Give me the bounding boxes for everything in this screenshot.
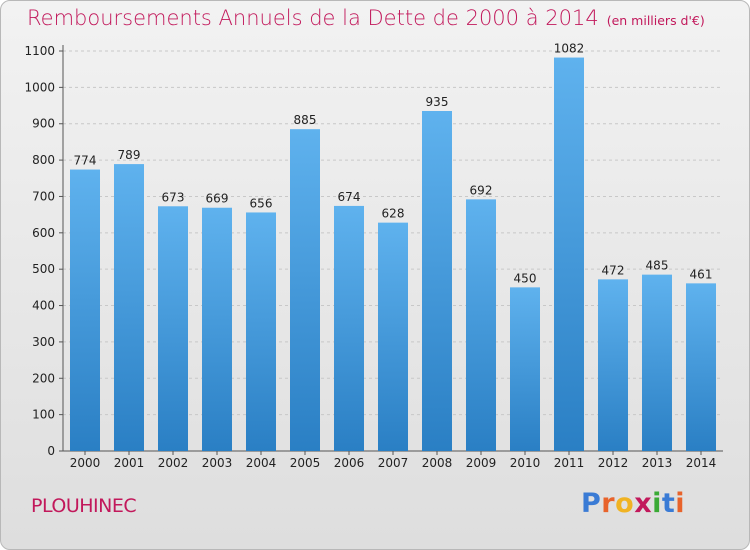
proxiti-logo[interactable]: Proxiti [581,488,685,519]
bar [422,111,452,451]
y-tick-label: 300 [32,335,55,349]
bar-layer [70,57,716,451]
y-tick-label: 700 [32,189,55,203]
x-tick-label: 2002 [158,456,189,470]
bar-value-label: 485 [646,259,669,273]
bar-value-label: 885 [294,113,317,127]
label-layer: 774 789 673 669 656 885 674 628 935 692 450 1082 472… [74,42,713,286]
x-tick-label: 2004 [246,456,277,470]
logo-letter: o [615,488,635,519]
x-tick-label: 2007 [378,456,409,470]
bar-value-label: 628 [382,207,405,221]
chart-units: (en milliers d'€) [606,13,705,28]
y-tick-label: 200 [32,371,55,385]
bar [70,169,100,451]
x-tick-label: 2011 [554,456,585,470]
bar-value-label: 673 [162,190,185,204]
x-tick-label: 2000 [70,456,101,470]
x-tick-label: 2012 [598,456,629,470]
bar [378,222,408,451]
y-tick-label: 800 [32,153,55,167]
y-tick-label: 1100 [24,44,55,58]
x-tick-label: 2008 [422,456,453,470]
x-tick-label: 2006 [334,456,365,470]
bar-value-label: 1082 [554,42,585,56]
bar [246,212,276,451]
bar [598,279,628,451]
y-tick-label: 400 [32,299,55,313]
logo-letter: i [675,488,686,519]
y-tick-label: 1000 [24,80,55,94]
bar [686,283,716,451]
logo-letter: t [661,488,676,519]
x-tick-label: 2009 [466,456,497,470]
chart-title-block: Remboursements Annuels de la Dette de 20… [27,6,705,30]
bar [290,129,320,451]
bar [158,206,188,451]
bar [510,287,540,451]
x-tick-label: 2005 [290,456,321,470]
x-tick-label: 2001 [114,456,145,470]
axis-layer: 0 100 200 300 400 500 600 700 800 900 1000 1100 2000… [24,44,723,470]
bar [554,57,584,451]
logo-letter: i [652,488,662,519]
bar [202,207,232,451]
x-tick-label: 2003 [202,456,233,470]
y-tick-label: 500 [32,262,55,276]
y-tick-label: 100 [32,408,55,422]
y-tick-label: 900 [32,117,55,131]
chart-title: Remboursements Annuels de la Dette de 20… [27,6,599,30]
y-tick-label: 600 [32,226,55,240]
x-tick-label: 2013 [642,456,673,470]
city-name: PLOUHINEC [31,495,137,517]
bar [114,164,144,451]
logo-letter: r [601,488,616,519]
bar-value-label: 472 [602,263,625,277]
bar [466,199,496,451]
bar [642,274,672,451]
bar-value-label: 669 [206,192,229,206]
bar-value-label: 450 [514,271,537,285]
logo-letter: P [581,488,602,519]
bar [334,205,364,451]
bar-value-label: 461 [690,267,713,281]
bar-value-label: 674 [338,190,361,204]
bar-value-label: 935 [426,95,449,109]
logo-letter: x [634,488,653,519]
y-tick-label: 0 [47,444,55,458]
bar-value-label: 789 [118,148,141,162]
bar-value-label: 774 [74,154,97,168]
bar-value-label: 692 [470,183,493,197]
bar-value-label: 656 [250,196,273,210]
x-tick-label: 2014 [686,456,717,470]
x-tick-label: 2010 [510,456,541,470]
